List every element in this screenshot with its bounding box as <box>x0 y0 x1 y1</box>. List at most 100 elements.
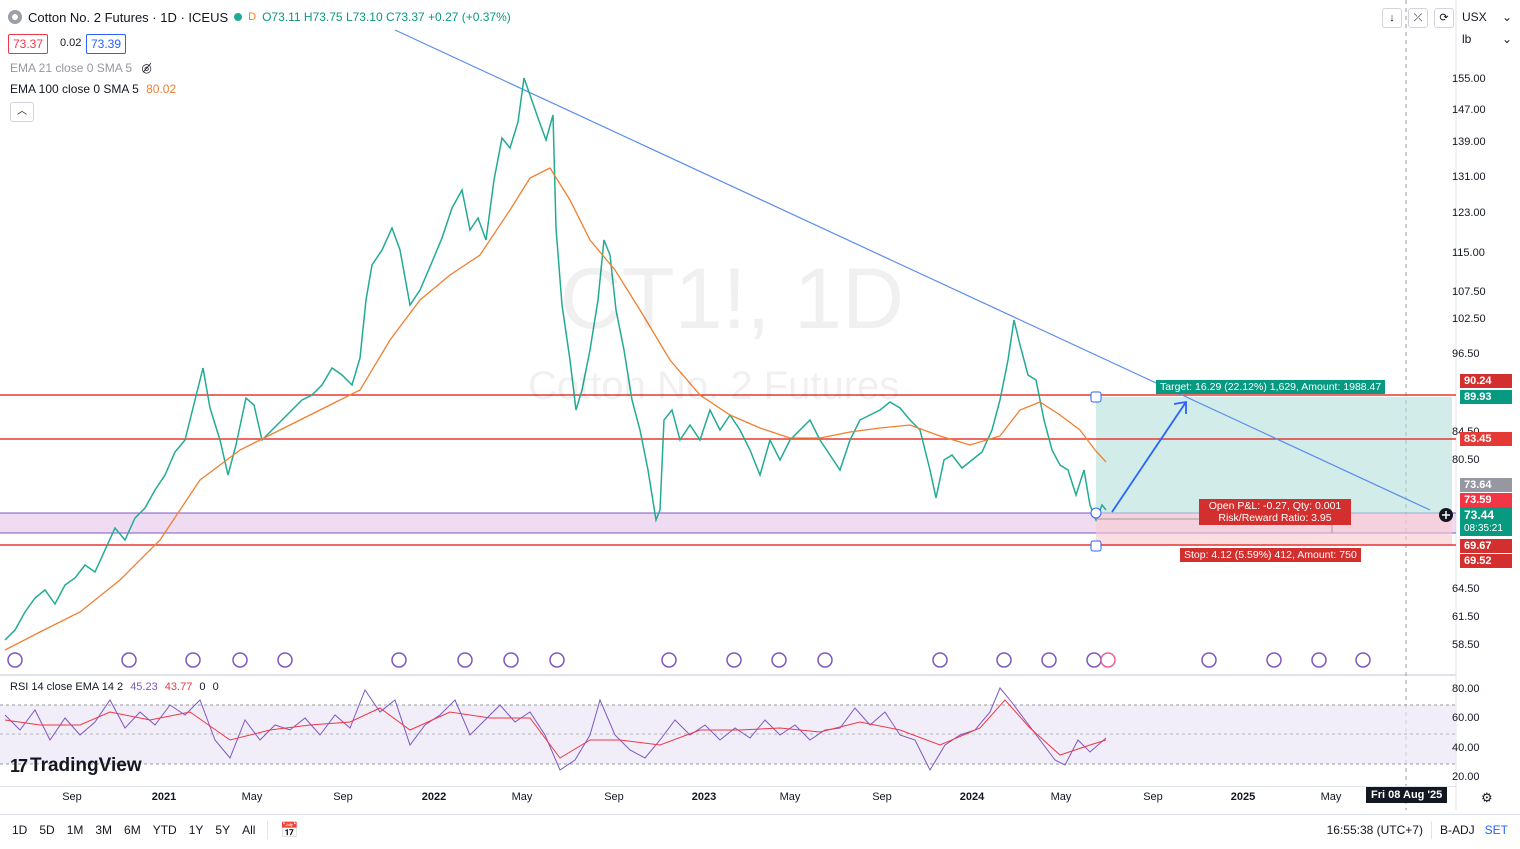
range-6m[interactable]: 6M <box>124 823 141 837</box>
rsi-axis-tick: 20.00 <box>1452 771 1480 783</box>
sell-price-button[interactable]: 73.37 <box>8 34 49 54</box>
range-1y[interactable]: 1Y <box>188 823 204 837</box>
close-value: C73.37 <box>386 10 425 24</box>
unit-value: lb <box>1462 32 1472 46</box>
bottom-toolbar: 1D 5D 1M 3M 6M YTD 1Y 5Y All 📅 16:55:38 … <box>0 814 1520 845</box>
toolbar-divider <box>1430 821 1432 839</box>
support-zone[interactable] <box>0 513 1456 533</box>
range-all[interactable]: All <box>242 823 256 837</box>
time-axis-tick: 2023 <box>691 791 717 803</box>
price-axis-tick: 139.00 <box>1452 136 1486 148</box>
target-handle[interactable] <box>1090 391 1102 403</box>
open-pl-label[interactable]: Open P&L: -0.27, Qty: 0.001 Risk/Reward … <box>1199 499 1351 525</box>
rsi-axis-tick: 40.00 <box>1452 742 1480 754</box>
price-axis-tick: 64.50 <box>1452 583 1480 595</box>
chevron-down-icon: ⌄ <box>1501 32 1512 46</box>
ema21-legend[interactable]: EMA 21 close 0 SMA 5 ◎̸ <box>10 61 152 75</box>
price-axis-tick: 102.50 <box>1452 313 1486 325</box>
settings-gear-icon[interactable]: ⚙ <box>1481 790 1493 805</box>
time-axis-tick: Sep <box>333 791 353 803</box>
ohlc-values: O73.11 H73.75 L73.10 C73.37 +0.27 (+0.37… <box>262 10 511 24</box>
time-axis-tick: 2021 <box>151 791 177 803</box>
price-axis-tick: 147.00 <box>1452 104 1486 116</box>
target-arrow[interactable] <box>1111 401 1187 513</box>
stop-handle[interactable] <box>1090 540 1102 552</box>
rsi-axis-tick: 80.00 <box>1452 683 1480 695</box>
currency-select[interactable]: USX ⌄ <box>1462 10 1512 24</box>
watermark-name: Cotton No. 2 Futures <box>528 364 900 408</box>
price-tag-73-59: 73.59 <box>1460 493 1512 507</box>
symbol-title[interactable]: Cotton No. 2 Futures · 1D · ICEUS <box>28 9 229 25</box>
low-value: L73.10 <box>345 10 383 24</box>
market-open-dot <box>234 13 243 21</box>
time-axis-border <box>0 786 1456 787</box>
stop-label[interactable]: Stop: 4.12 (5.59%) 412, Amount: 750 <box>1180 548 1361 562</box>
adjustment-toggle[interactable]: B-ADJ <box>1439 823 1475 837</box>
price-axis-tick: 96.50 <box>1452 348 1480 360</box>
ema100-value: 80.02 <box>146 82 177 96</box>
refresh-icon[interactable]: ⟳ <box>1434 8 1454 28</box>
open-pl-text: Open P&L: -0.27, Qty: 0.001 <box>1208 500 1342 512</box>
range-ytd[interactable]: YTD <box>152 823 177 837</box>
toolbar-divider <box>267 821 269 839</box>
range-5d[interactable]: 5D <box>39 823 55 837</box>
collapse-icon[interactable]: ⤫ <box>1408 8 1428 28</box>
tradingview-mark-icon: 17 <box>10 755 28 776</box>
rsi-legend[interactable]: RSI 14 close EMA 14 2 45.23 43.77 0 0 <box>10 681 219 693</box>
symbol-header[interactable]: Cotton No. 2 Futures · 1D · ICEUS D O73.… <box>8 8 511 26</box>
time-axis-tick: May <box>511 791 533 803</box>
range-1m[interactable]: 1M <box>66 823 84 837</box>
time-axis-tick: 2024 <box>959 791 985 803</box>
rsi-axis-tick: 60.00 <box>1452 712 1480 724</box>
price-tag-83-45: 83.45 <box>1460 432 1512 446</box>
time-axis-tick: 2022 <box>421 791 447 803</box>
ema21-label: EMA 21 close 0 SMA 5 <box>10 61 133 75</box>
range-1d[interactable]: 1D <box>12 823 28 837</box>
rsi-value: 45.23 <box>130 681 158 693</box>
target-label[interactable]: Target: 16.29 (22.12%) 1,629, Amount: 19… <box>1156 380 1386 394</box>
rsi-ema-line <box>4 699 1107 759</box>
rsi-extra-2: 0 <box>212 681 219 693</box>
time-axis-tick: Sep <box>872 791 892 803</box>
price-tag-69-52: 69.52 <box>1460 554 1512 568</box>
price-tag-73-64: 73.64 <box>1460 478 1512 492</box>
open-value: O73.11 <box>262 10 301 24</box>
ema100-label: EMA 100 close 0 SMA 5 <box>10 82 139 96</box>
trendline[interactable] <box>394 29 1431 511</box>
ema100-legend[interactable]: EMA 100 close 0 SMA 5 80.02 <box>10 82 176 96</box>
price-tag-90-24: 90.24 <box>1460 374 1512 388</box>
price-axis-tick: 115.00 <box>1452 247 1485 259</box>
spread-value: 0.02 <box>60 37 82 49</box>
price-axis-tick: 131.00 <box>1452 171 1486 183</box>
collapse-legend-button[interactable]: ︿ <box>10 102 34 122</box>
session-toggle[interactable]: SET <box>1484 823 1508 837</box>
down-arrow-icon[interactable]: ↓ <box>1382 8 1402 28</box>
calendar-icon[interactable]: 📅 <box>280 822 300 839</box>
cursor-date-label: Fri 08 Aug '25 <box>1366 787 1448 803</box>
hidden-eye-icon[interactable]: ◎̸ <box>141 61 152 75</box>
buy-price-button[interactable]: 73.39 <box>86 34 127 54</box>
time-axis-tick: 2025 <box>1230 791 1256 803</box>
unit-select[interactable]: lb ⌄ <box>1462 32 1512 46</box>
price-axis-tick: 107.50 <box>1452 286 1486 298</box>
range-3m[interactable]: 3M <box>95 823 113 837</box>
interval-badge: D <box>248 11 257 23</box>
time-axis-tick: May <box>1320 791 1342 803</box>
range-5y[interactable]: 5Y <box>215 823 231 837</box>
time-axis-tick: May <box>1050 791 1072 803</box>
time-axis-tick: May <box>779 791 801 803</box>
time-axis-tick: Sep <box>62 791 82 803</box>
price-tag-69-67: 69.67 <box>1460 539 1512 553</box>
event-markers[interactable] <box>7 652 1371 668</box>
clock-timezone[interactable]: 16:55:38 (UTC+7) <box>1326 823 1423 837</box>
tradingview-logo[interactable]: 17 TradingView <box>10 755 142 777</box>
price-axis-tick: 61.50 <box>1452 611 1480 623</box>
rsi-line <box>4 687 1107 772</box>
entry-handle[interactable] <box>1090 507 1102 519</box>
target-zone[interactable] <box>1096 397 1452 513</box>
bar-countdown: 08:35:21 <box>1460 522 1512 536</box>
price-axis-tick: 80.50 <box>1452 454 1480 466</box>
symbol-logo-icon <box>8 10 22 24</box>
price-series <box>4 77 1107 641</box>
